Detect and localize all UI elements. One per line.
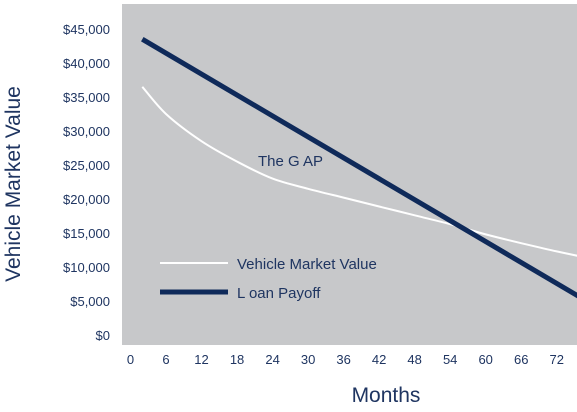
x-tick-label: 18 bbox=[230, 352, 244, 367]
x-tick-label: 12 bbox=[194, 352, 208, 367]
series-line-l-oan-payoff bbox=[141, 37, 577, 299]
y-tick-label: $20,000 bbox=[63, 192, 110, 207]
x-tick-label: 60 bbox=[478, 352, 492, 367]
series-line-vehicle-market-value bbox=[141, 86, 577, 257]
y-tick-label: $0 bbox=[96, 328, 110, 343]
legend-label-vehicle-market-value: Vehicle Market Value bbox=[237, 256, 377, 273]
series-lines bbox=[141, 37, 577, 299]
x-tick-label: 6 bbox=[162, 352, 169, 367]
x-tick-label: 0 bbox=[127, 352, 134, 367]
y-tick-label: $45,000 bbox=[63, 22, 110, 37]
legend-label-loan-payoff: L oan Payoff bbox=[237, 285, 321, 302]
plot-area bbox=[122, 4, 577, 345]
x-tick-label: 30 bbox=[301, 352, 315, 367]
x-tick-label: 66 bbox=[514, 352, 528, 367]
x-tick-label: 36 bbox=[336, 352, 350, 367]
legend: Vehicle Market Value L oan Payoff bbox=[160, 256, 377, 302]
y-axis-title: Vehicle Market Value bbox=[2, 86, 25, 282]
y-tick-label: $15,000 bbox=[63, 226, 110, 241]
x-tick-label: 24 bbox=[265, 352, 279, 367]
y-tick-label: $30,000 bbox=[63, 124, 110, 139]
x-tick-label: 72 bbox=[550, 352, 564, 367]
x-tick-label: 54 bbox=[443, 352, 457, 367]
y-tick-label: $25,000 bbox=[63, 158, 110, 173]
x-tick-label: 42 bbox=[372, 352, 386, 367]
x-tick-labels: 0 6 12 18 24 30 36 42 48 54 60 66 72 bbox=[127, 352, 564, 367]
y-tick-label: $5,000 bbox=[70, 294, 110, 309]
y-tick-label: $40,000 bbox=[63, 56, 110, 71]
x-axis-title: Months bbox=[352, 384, 421, 407]
gap-annotation: The G AP bbox=[258, 153, 323, 170]
y-tick-labels: $0 $5,000 $10,000 $15,000 $20,000 $25,000 $30,… bbox=[63, 22, 110, 343]
y-tick-label: $10,000 bbox=[63, 260, 110, 275]
y-tick-label: $35,000 bbox=[63, 90, 110, 105]
x-tick-label: 48 bbox=[407, 352, 421, 367]
